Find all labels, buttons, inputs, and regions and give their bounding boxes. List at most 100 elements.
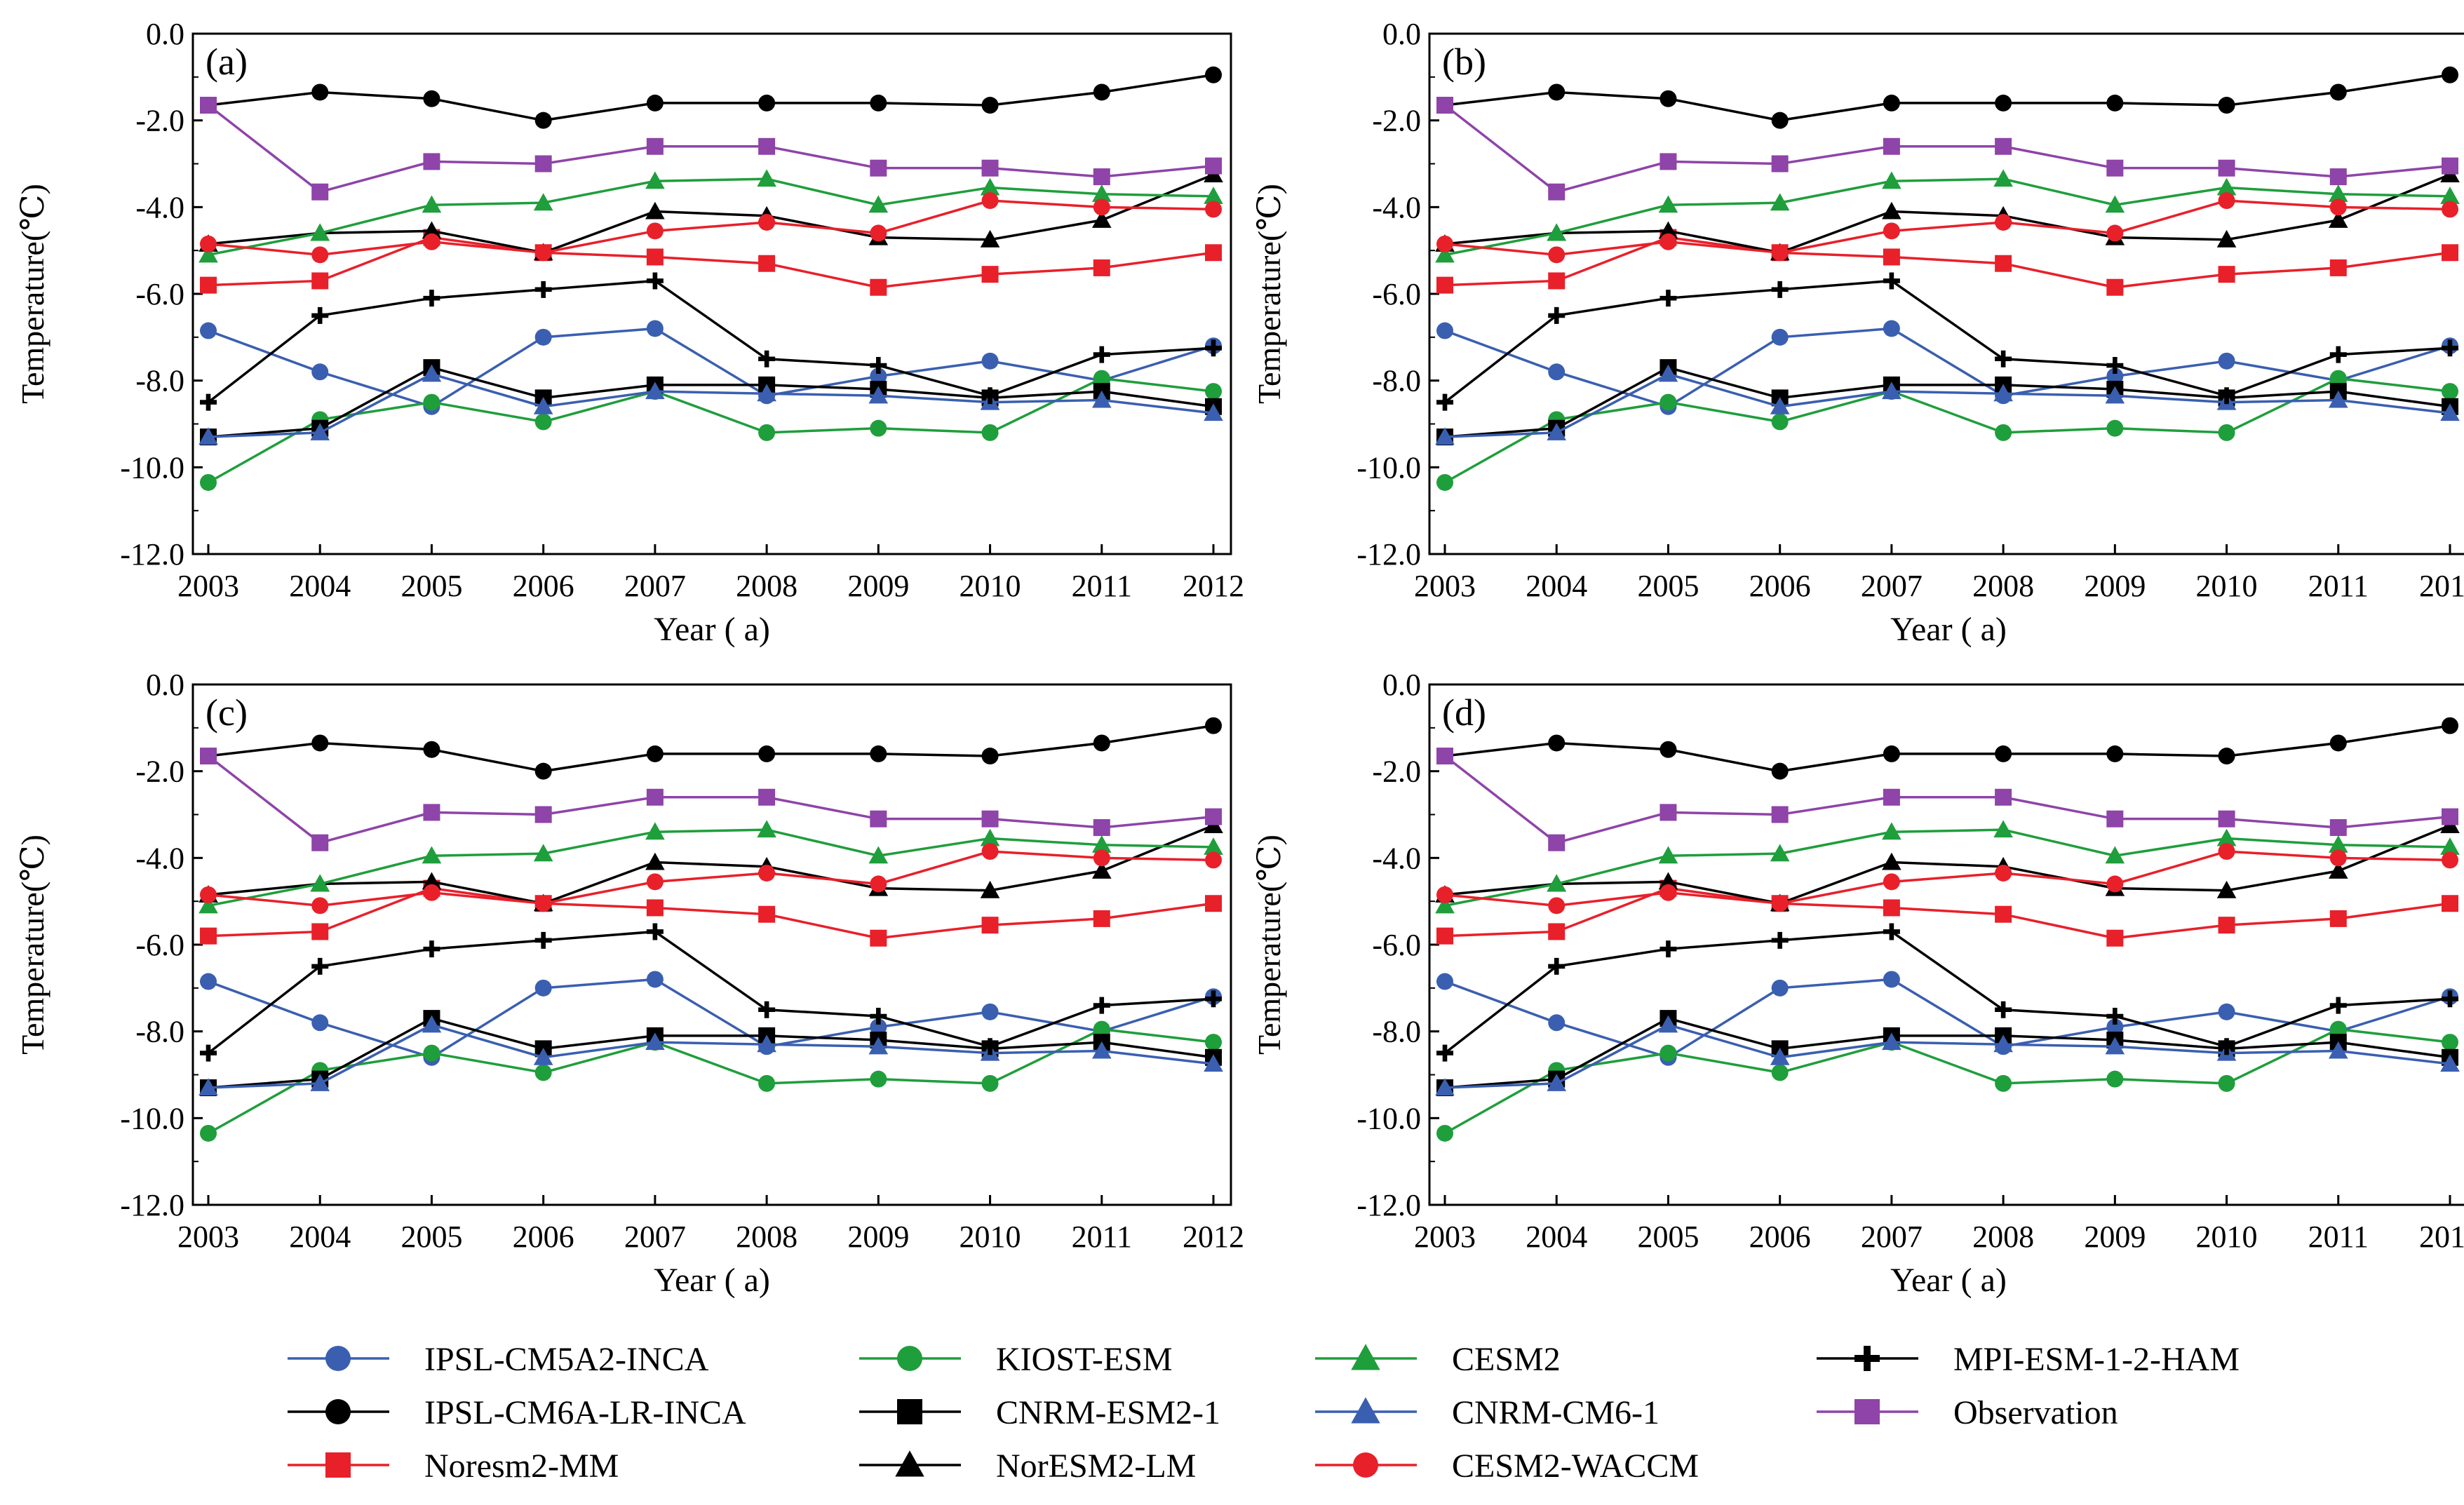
data-point — [758, 94, 776, 112]
data-point — [645, 382, 665, 400]
legend-marker — [1854, 1346, 1880, 1371]
x-tick-label: 2008 — [1972, 569, 2034, 603]
y-tick-label: -10.0 — [120, 450, 184, 485]
data-point — [757, 1034, 776, 1053]
x-axis-label: Year ( a) — [1890, 611, 2007, 648]
legend-marker — [897, 1399, 922, 1424]
data-point — [1770, 1047, 1790, 1065]
data-point — [1658, 846, 1678, 864]
series-line — [208, 1027, 1214, 1135]
x-tick-label: 2006 — [513, 1220, 574, 1254]
data-point — [1547, 423, 1567, 440]
y-axis-label: Temperature(℃) — [15, 184, 51, 404]
series-line — [1444, 366, 2451, 438]
data-point — [534, 762, 552, 780]
data-point — [1993, 820, 2013, 838]
data-point — [2442, 895, 2458, 912]
data-point — [534, 112, 552, 129]
series-Observation — [1436, 97, 2458, 201]
series-line — [208, 1023, 1214, 1089]
data-point — [870, 745, 887, 762]
series-CESM2-WACCM — [1436, 843, 2458, 915]
data-point — [2218, 192, 2235, 210]
data-point — [200, 973, 217, 990]
data-point — [2442, 201, 2458, 218]
data-point — [1993, 384, 2013, 402]
data-point — [198, 245, 218, 263]
data-point — [646, 272, 664, 290]
y-tick-label: -6.0 — [135, 928, 184, 962]
x-tick-label: 2008 — [1972, 1220, 2034, 1254]
data-point — [200, 393, 217, 411]
data-point — [2218, 843, 2235, 861]
legend: IPSL-CM5A2-INCA KIOST-ESM CESM2 MPI-ESM-1-2… — [288, 1341, 2240, 1485]
series-line — [207, 755, 1214, 844]
data-point — [422, 872, 442, 890]
data-point — [1548, 272, 1566, 290]
data-point — [423, 1044, 440, 1062]
data-point — [1548, 183, 1566, 201]
data-point — [2218, 810, 2235, 828]
data-point — [2218, 352, 2235, 370]
data-point — [1436, 322, 1453, 339]
data-point — [2440, 1054, 2460, 1072]
y-tick-label: -12.0 — [1356, 537, 1421, 572]
data-point — [2106, 1070, 2124, 1088]
series-line — [208, 327, 1214, 408]
data-point — [310, 223, 330, 241]
data-point — [2442, 851, 2458, 869]
data-point — [1882, 822, 1901, 840]
data-point — [2218, 159, 2235, 177]
series-line — [208, 978, 1214, 1059]
legend-label: CNRM-CM6-1 — [1452, 1394, 1660, 1431]
data-point — [2442, 339, 2458, 357]
legend-marker — [1353, 1452, 1378, 1478]
series-Noresm2-MM — [1436, 229, 2458, 296]
y-tick-label: -4.0 — [135, 841, 184, 875]
data-point — [534, 979, 552, 997]
legend-entry-CESM2: CESM2 — [1315, 1341, 1561, 1378]
data-point — [1883, 94, 1900, 112]
data-point — [757, 820, 776, 838]
series-IPSL-CM6A-LR-INCA — [200, 66, 1222, 129]
data-point — [2329, 198, 2347, 216]
data-point — [758, 905, 776, 923]
series-KIOST-ESM — [200, 1020, 1222, 1142]
data-point — [757, 384, 776, 402]
data-point — [1660, 741, 1677, 758]
data-point — [1548, 306, 1566, 324]
x-tick-label: 2012 — [2419, 569, 2464, 603]
legend-entry-KIOST-ESM: KIOST-ESM — [859, 1341, 1173, 1378]
data-point — [2329, 849, 2347, 867]
data-point — [310, 874, 330, 892]
x-tick-label: 2010 — [960, 1220, 1021, 1254]
series-CESM2-WACCM — [1436, 192, 2458, 264]
data-point — [2328, 210, 2348, 228]
data-point — [200, 473, 217, 491]
data-point — [422, 1015, 442, 1033]
data-point — [981, 810, 999, 828]
data-point — [2106, 159, 2124, 177]
x-tick-label: 2011 — [2308, 569, 2369, 603]
data-point — [1204, 187, 1223, 204]
data-point — [1771, 806, 1789, 823]
data-point — [423, 233, 440, 250]
data-point — [534, 155, 552, 173]
data-point — [980, 177, 1000, 196]
data-point — [311, 246, 329, 264]
data-point — [646, 788, 664, 806]
data-point — [870, 159, 887, 177]
data-point — [758, 213, 776, 231]
x-tick-label: 2007 — [1861, 1220, 1923, 1254]
data-point — [870, 810, 887, 828]
data-point — [1091, 1041, 1112, 1059]
data-point — [1205, 157, 1222, 175]
data-point — [198, 427, 218, 445]
data-point — [311, 306, 329, 324]
data-point — [1883, 971, 1900, 988]
data-point — [1205, 244, 1222, 262]
data-point — [870, 367, 887, 385]
x-tick-label: 2003 — [177, 569, 239, 603]
